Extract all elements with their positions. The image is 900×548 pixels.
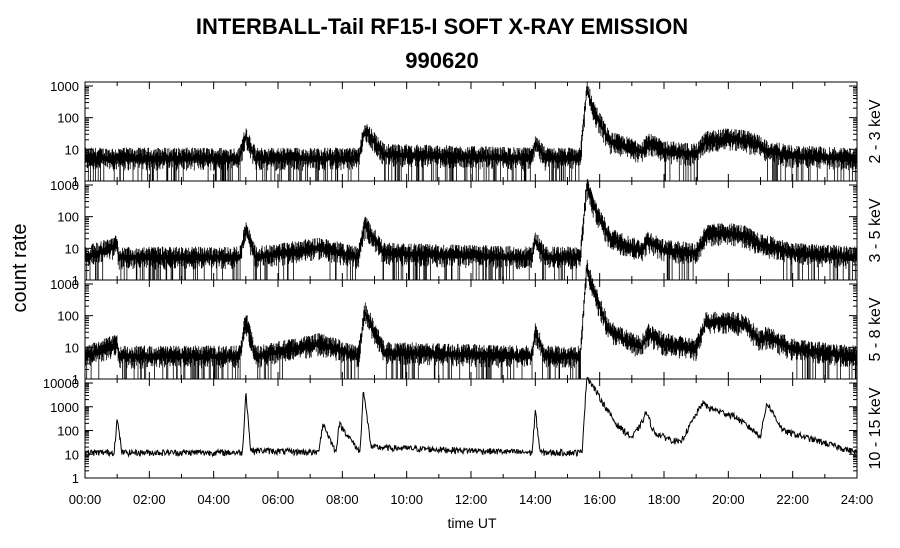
x-tick-label: 12:00	[455, 492, 488, 507]
panel-energy-label: 5 - 8 keV	[867, 297, 884, 361]
series-line-5-8-keV	[84, 259, 858, 379]
panel-energy-label: 10 - 15 keV	[867, 387, 884, 469]
y-tick-label: 1000	[50, 400, 79, 415]
x-tick-label: 16:00	[583, 492, 616, 507]
y-tick-label: 1	[72, 372, 79, 387]
y-tick-label: 10	[65, 340, 79, 355]
x-tick-label: 00:00	[69, 492, 102, 507]
y-tick-label: 100	[57, 424, 79, 439]
x-tick-label: 24:00	[841, 492, 874, 507]
x-tick-label: 06:00	[262, 492, 295, 507]
panel-frame	[84, 378, 858, 479]
y-tick-label: 1	[72, 273, 79, 288]
y-axis-label: count rate	[9, 224, 31, 313]
x-tick-label: 08:00	[326, 492, 359, 507]
series-line-3-5-keV	[84, 179, 858, 280]
chart-title: INTERBALL-Tail RF15-I SOFT X-RAY EMISSIO…	[196, 14, 688, 39]
y-tick-label: 1	[72, 174, 79, 189]
y-tick-label: 1000	[50, 178, 79, 193]
x-tick-label: 20:00	[712, 492, 745, 507]
y-tick-label: 1	[72, 471, 79, 486]
y-tick-label: 100	[57, 309, 79, 324]
y-tick-label: 100	[57, 111, 79, 126]
y-tick-label: 100	[57, 210, 79, 225]
y-tick-label: 1000	[50, 277, 79, 292]
panel-energy-label: 2 - 3 keV	[867, 99, 884, 163]
x-tick-label: 22:00	[776, 492, 809, 507]
y-tick-label: 10	[65, 241, 79, 256]
x-axis-label: time UT	[448, 515, 497, 531]
y-tick-label: 1000	[50, 79, 79, 94]
y-tick-label: 10	[65, 447, 79, 462]
y-tick-label: 10	[65, 142, 79, 157]
y-tick-label: 10000	[43, 376, 79, 391]
x-tick-label: 10:00	[390, 492, 423, 507]
x-tick-label: 02:00	[133, 492, 166, 507]
chart-subtitle: 990620	[405, 48, 478, 73]
series-line-10-15-keV	[84, 376, 858, 458]
x-tick-label: 04:00	[197, 492, 230, 507]
x-tick-label: 18:00	[648, 492, 681, 507]
panel-energy-label: 3 - 5 keV	[867, 198, 884, 262]
series-line-2-3-keV	[84, 81, 858, 181]
x-tick-label: 14:00	[519, 492, 552, 507]
